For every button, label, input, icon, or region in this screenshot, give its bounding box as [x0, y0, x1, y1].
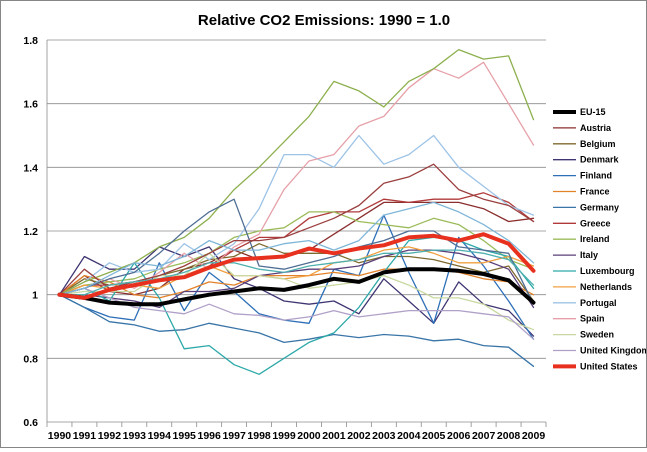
x-tick-label: 1996 — [197, 430, 221, 442]
y-tick-label: 1.2 — [23, 226, 38, 238]
x-tick-label: 1994 — [148, 430, 172, 442]
series-line — [58, 211, 535, 296]
legend-label: United Kingdom — [580, 346, 646, 356]
series-line — [58, 252, 535, 331]
legend-label: Spain — [580, 314, 605, 324]
series-line — [57, 267, 536, 307]
legend-label: Italy — [580, 250, 598, 260]
x-tick-label: 2007 — [472, 430, 496, 442]
x-tick-label: 1999 — [272, 430, 296, 442]
legend-label: EU-15 — [580, 107, 606, 117]
x-tick-label: 2001 — [322, 430, 346, 442]
legend: EU-15 Austria Belgium Denmark Finland France G… — [553, 107, 647, 371]
series-line — [57, 232, 536, 300]
x-tick-label: 1997 — [222, 430, 246, 442]
y-tick-label: 1 — [32, 290, 38, 302]
series-line — [58, 48, 535, 296]
series-line — [58, 201, 535, 296]
legend-label: Austria — [580, 123, 612, 133]
legend-label: Ireland — [580, 234, 610, 244]
series-line — [58, 201, 535, 296]
legend-label: United States — [580, 361, 638, 371]
series-line — [58, 61, 535, 296]
legend-label: Sweden — [580, 330, 614, 340]
y-tick-label: 1.4 — [23, 162, 38, 174]
x-tick-label: 1991 — [73, 430, 97, 442]
legend-label: Germany — [580, 202, 619, 212]
y-tick-label: 0.8 — [23, 353, 38, 365]
x-tick-label: 2003 — [372, 430, 396, 442]
series-line — [58, 134, 535, 296]
x-tick-label: 1998 — [247, 430, 271, 442]
series-line — [58, 294, 535, 367]
legend-label: Belgium — [580, 139, 616, 149]
x-tick-label: 1993 — [123, 430, 147, 442]
gridlines — [47, 39, 546, 423]
x-tick-label: 1995 — [173, 430, 197, 442]
x-tick-label: 2006 — [447, 430, 471, 442]
x-tick-label: 1992 — [98, 430, 122, 442]
y-axis: 0.6 0.8 1 1.2 1.4 1.6 1.8 — [23, 35, 48, 429]
chart-title: Relative CO2 Emissions: 1990 = 1.0 — [198, 12, 450, 29]
x-axis: 1990 1991 1992 1993 1994 1995 1996 1997 1998 1999… — [46, 422, 547, 442]
y-tick-label: 1.8 — [23, 35, 38, 47]
y-tick-label: 1.6 — [23, 99, 38, 111]
x-tick-label: 1990 — [48, 430, 72, 442]
legend-label: Greece — [580, 218, 611, 228]
legend-label: Luxembourg — [580, 266, 635, 276]
series-line — [58, 214, 535, 340]
series-line — [58, 287, 535, 340]
x-tick-label: 2009 — [522, 430, 546, 442]
x-tick-label: 2008 — [497, 430, 521, 442]
series-line — [58, 249, 535, 296]
legend-label: Denmark — [580, 155, 620, 165]
legend-label: France — [580, 187, 610, 197]
y-tick-label: 0.6 — [23, 417, 38, 429]
x-tick-label: 2005 — [422, 430, 446, 442]
x-tick-label: 2000 — [297, 430, 321, 442]
legend-label: Portugal — [580, 298, 617, 308]
x-tick-label: 2002 — [347, 430, 371, 442]
legend-label: Finland — [580, 171, 612, 181]
series-line — [58, 246, 535, 337]
legend-label: Netherlands — [580, 282, 632, 292]
series-line — [58, 198, 535, 305]
series-lines — [57, 48, 536, 375]
x-tick-label: 2004 — [397, 430, 421, 442]
series-line — [58, 249, 535, 309]
